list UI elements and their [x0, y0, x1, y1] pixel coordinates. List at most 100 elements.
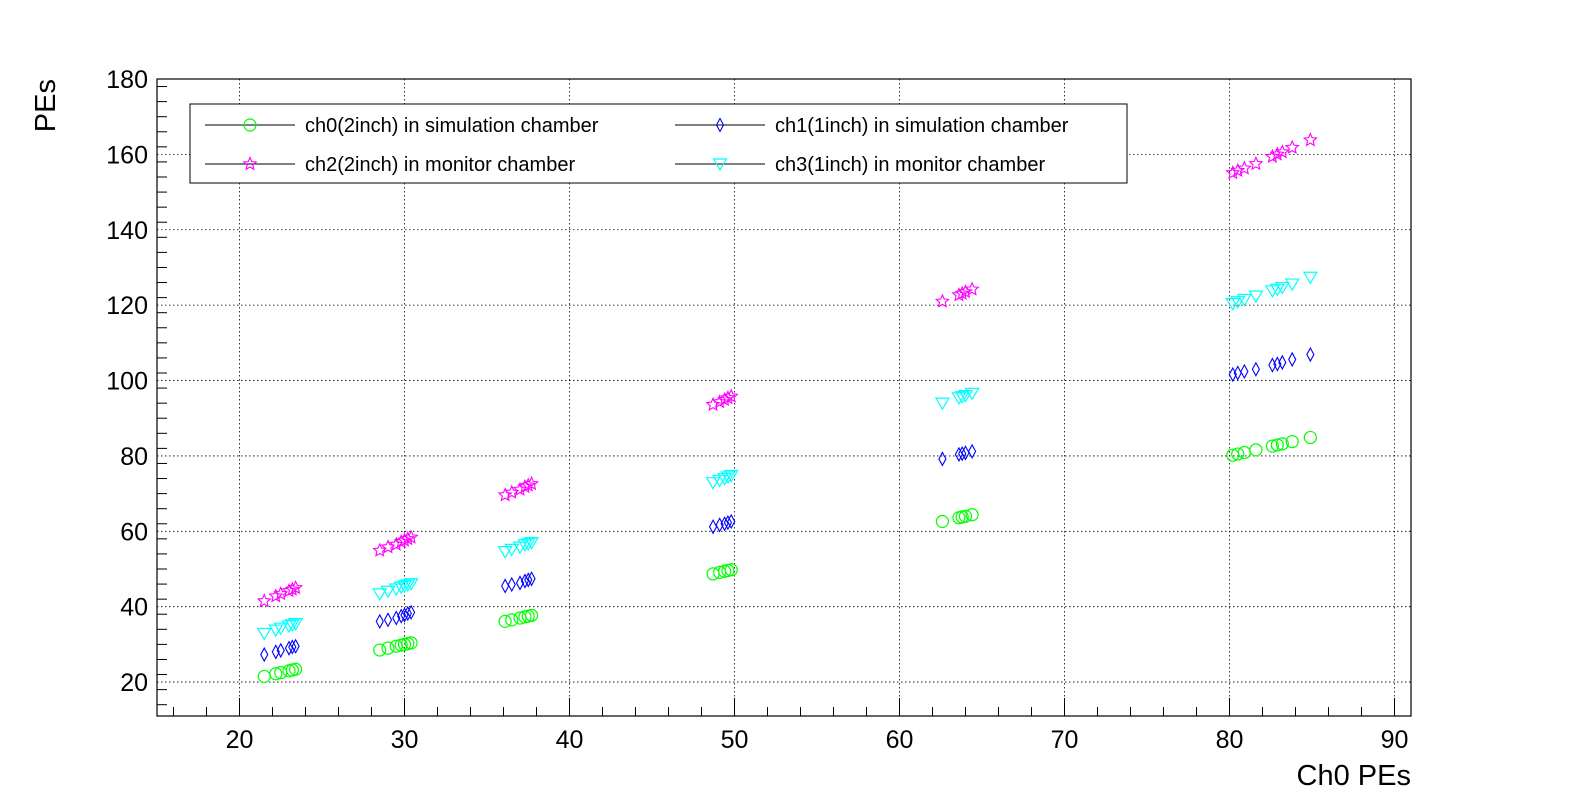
data-point-ch1 [708, 519, 718, 535]
data-point-ch3 [1230, 296, 1246, 309]
data-point-ch3 [1284, 278, 1300, 292]
data-point-ch1 [392, 610, 401, 626]
data-point-ch1 [400, 607, 409, 623]
data-point-ch2 [268, 588, 284, 603]
data-point-ch0 [505, 613, 519, 627]
data-point-ch3 [288, 618, 304, 631]
data-point-ch0 [1285, 435, 1299, 449]
data-point-ch3 [520, 538, 536, 551]
data-point-ch1 [383, 612, 393, 628]
data-point-ch0 [404, 636, 418, 650]
data-point-ch2 [497, 487, 513, 502]
x-tick-label: 20 [226, 726, 254, 754]
x-tick-label: 50 [721, 726, 749, 754]
x-axis-title: Ch0 PEs [1297, 760, 1411, 792]
legend-marker-shape [243, 118, 257, 132]
data-point-ch2 [1230, 162, 1246, 177]
data-point-ch2 [1284, 139, 1300, 154]
data-point-ch2 [723, 388, 739, 403]
data-point-ch0 [1270, 438, 1284, 452]
y-tick-label: 20 [120, 669, 148, 697]
data-point-ch2 [1264, 148, 1280, 164]
data-point-ch1 [1288, 351, 1297, 368]
y-tick-label: 100 [106, 368, 148, 396]
data-point-ch3 [720, 471, 736, 485]
data-point-ch2 [1225, 164, 1241, 180]
data-point-ch3 [1302, 271, 1318, 285]
data-point-ch1 [1306, 346, 1315, 363]
data-point-ch3 [1248, 290, 1264, 304]
data-point-ch3 [372, 588, 388, 602]
legend-entry-ch1: ch1(1inch) in simulation chamber [675, 115, 1069, 137]
data-point-ch1 [938, 451, 947, 467]
data-point-ch1 [967, 443, 977, 460]
y-tick-label: 160 [106, 141, 148, 169]
data-point-ch2 [524, 475, 540, 491]
legend-label-ch3: ch3(1inch) in monitor chamber [775, 154, 1045, 176]
data-point-ch3 [400, 579, 416, 593]
data-point-ch3 [396, 580, 413, 594]
data-point-ch3 [517, 539, 533, 553]
legend-label-ch1: ch1(1inch) in simulation chamber [775, 115, 1069, 137]
data-point-ch1 [276, 642, 285, 659]
legend-marker-ch1 [715, 117, 725, 133]
data-point-ch3 [403, 578, 419, 591]
data-point-ch3 [951, 392, 967, 406]
data-point-ch0 [269, 667, 283, 681]
data-point-ch2 [256, 593, 272, 608]
data-point-ch0 [1249, 443, 1263, 457]
plot-frame [156, 78, 1412, 717]
data-point-ch1 [1240, 363, 1249, 380]
data-point-ch3 [504, 543, 520, 557]
data-point-ch3 [934, 397, 950, 411]
data-point-ch1 [727, 513, 736, 530]
legend: ch0(2inch) in simulation chamber ch1(1in… [189, 103, 1128, 184]
data-point-ch0 [958, 509, 973, 523]
data-point-ch2 [705, 396, 721, 412]
data-point-ch0 [724, 563, 738, 577]
data-point-ch0 [1303, 430, 1317, 445]
data-point-ch1 [284, 640, 294, 656]
data-point-ch0 [257, 669, 271, 684]
data-point-ch1 [723, 514, 733, 531]
data-point-ch1 [524, 572, 533, 588]
data-point-ch1 [520, 573, 530, 589]
data-point-ch3 [957, 390, 974, 403]
data-point-ch0 [381, 641, 395, 655]
data-point-ch3 [723, 469, 739, 483]
data-point-ch1 [954, 446, 964, 463]
data-point-ch1 [507, 576, 516, 593]
data-point-ch0 [935, 514, 950, 529]
data-point-ch1 [527, 571, 536, 587]
data-point-ch1 [720, 516, 729, 532]
data-point-ch1 [501, 578, 510, 594]
data-point-ch3 [954, 391, 970, 404]
data-point-ch0 [1275, 437, 1289, 451]
y-axis-title: PEs [30, 79, 62, 132]
x-tick-label: 40 [556, 726, 584, 754]
data-point-ch2 [1274, 144, 1290, 159]
data-point-ch1 [260, 646, 269, 663]
data-point-ch1 [406, 604, 416, 621]
data-point-ch2 [372, 542, 388, 557]
series-ch0 [257, 430, 1317, 684]
data-point-ch1 [515, 575, 525, 591]
y-tick-label: 40 [120, 594, 148, 622]
data-point-ch3 [380, 585, 396, 599]
data-point-ch2 [288, 579, 304, 595]
data-point-ch3 [281, 620, 297, 634]
x-tick-label: 90 [1381, 726, 1409, 754]
y-tick-label: 180 [106, 66, 148, 94]
tick-labels: 20 30 40 50 60 70 80 90 20 40 60 80 100 120 140 160 180 [106, 66, 1408, 754]
legend-label-ch2: ch2(2inch) in monitor chamber [305, 154, 575, 176]
series-ch3 [256, 271, 1318, 641]
data-point-ch3 [523, 537, 540, 550]
data-point-ch1 [397, 608, 406, 624]
data-point-ch3 [284, 619, 300, 632]
x-tick-label: 30 [391, 726, 419, 754]
data-point-ch1 [375, 613, 384, 630]
legend-marker-shape [242, 156, 258, 171]
x-tick-label: 70 [1051, 726, 1079, 754]
legend-entry-ch2: ch2(2inch) in monitor chamber [205, 154, 575, 176]
data-point-ch2 [1269, 146, 1285, 161]
